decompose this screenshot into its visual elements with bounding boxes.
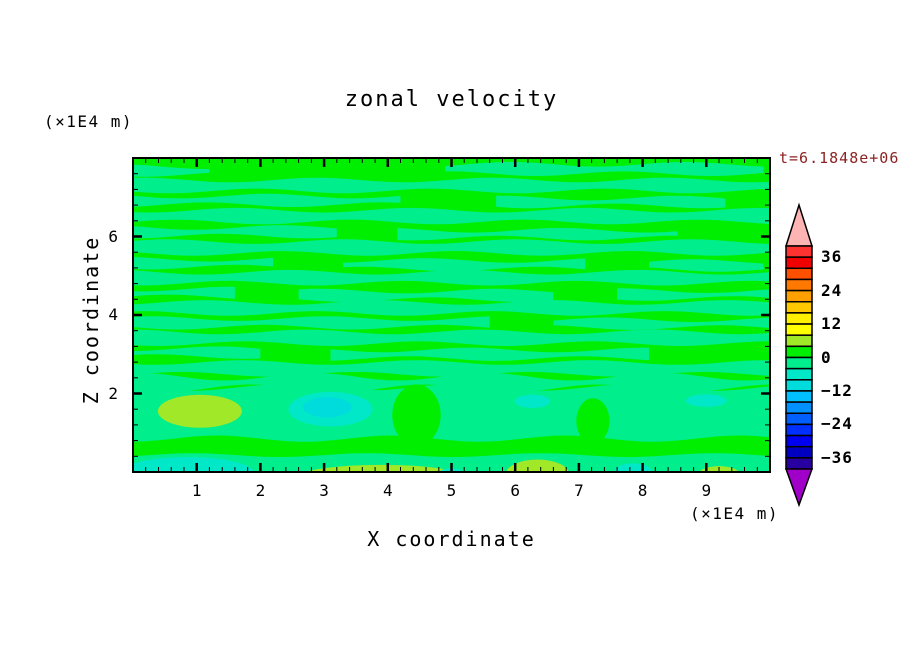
x-tick-1: 1 xyxy=(191,481,202,500)
x-tick-2: 2 xyxy=(255,481,266,500)
colorbar-label--12: −12 xyxy=(821,380,853,400)
x-tick-6: 6 xyxy=(510,481,520,500)
plot-title: zonal velocity xyxy=(344,87,559,112)
colorbar-label-36: 36 xyxy=(821,247,843,267)
x-axis-unit-label: (×1E4 m) xyxy=(689,504,779,523)
x-tick-5: 5 xyxy=(446,481,457,500)
colorbar-label-24: 24 xyxy=(821,280,843,300)
z-tick-4: 4 xyxy=(108,305,118,324)
z-axis-unit-label: (×1E4 m) xyxy=(44,112,134,131)
x-tick-8: 8 xyxy=(637,481,648,500)
x-tick-3: 3 xyxy=(319,481,329,500)
colorbar-label-0: 0 xyxy=(821,347,832,367)
colorbar xyxy=(784,202,814,508)
x-tick-4: 4 xyxy=(382,481,393,500)
x-tick-9: 9 xyxy=(701,481,712,500)
z-axis-title: Z coordinate xyxy=(79,235,103,405)
z-tick-2: 2 xyxy=(108,383,118,403)
x-axis-title: X coordinate xyxy=(367,527,536,551)
x-tick-7: 7 xyxy=(574,481,584,500)
timestamp-label: t=6.1848e+06 xyxy=(779,149,900,167)
colorbar-label-12: 12 xyxy=(821,314,843,334)
z-tick-6: 6 xyxy=(108,226,118,246)
colorbar-label--36: −36 xyxy=(821,447,853,467)
colorbar-label--24: −24 xyxy=(821,414,853,434)
